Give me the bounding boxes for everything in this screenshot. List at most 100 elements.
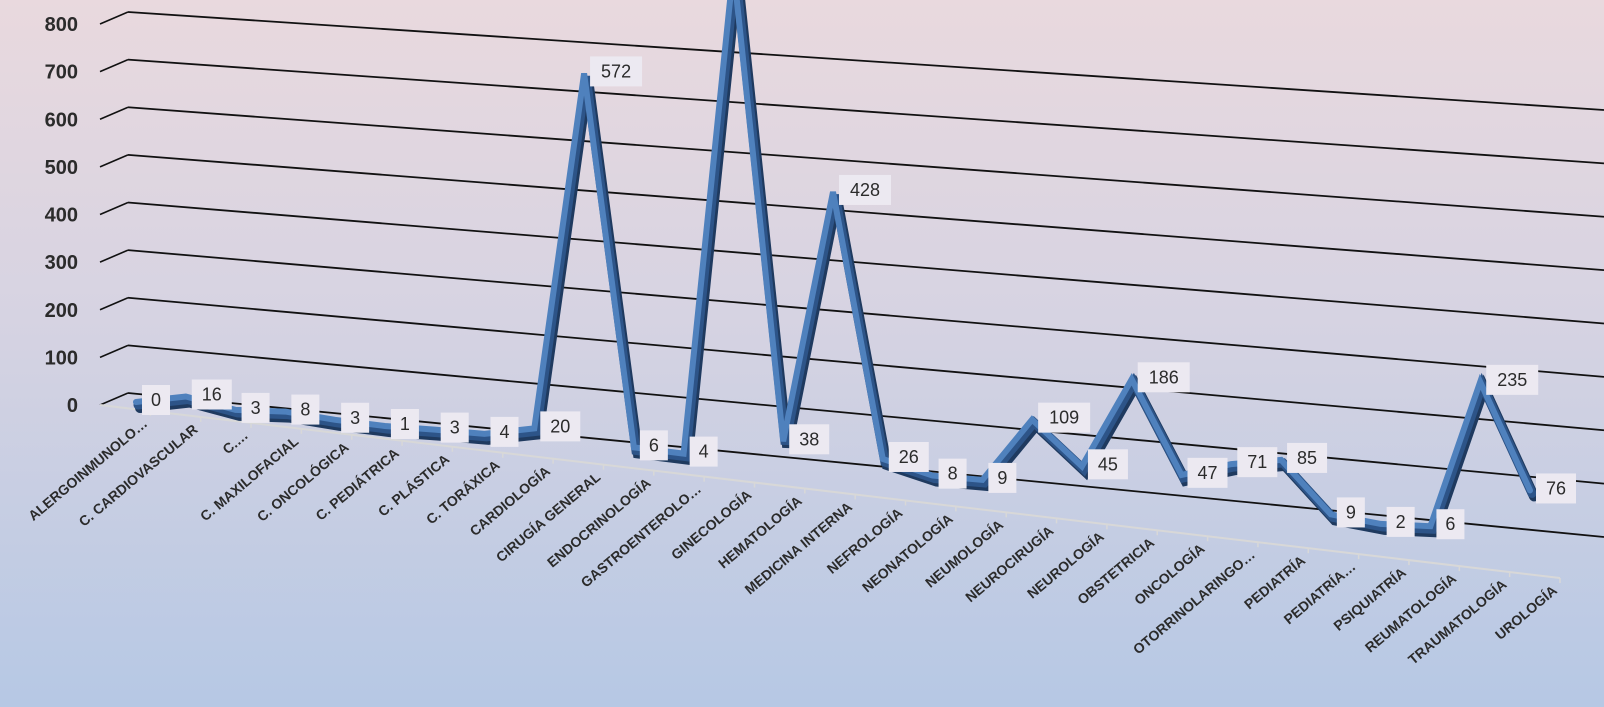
y-tick-label: 400 bbox=[45, 205, 78, 227]
data-label: 235 bbox=[1486, 365, 1538, 395]
data-point bbox=[434, 429, 435, 430]
data-point bbox=[534, 428, 535, 429]
y-tick-label: 0 bbox=[67, 395, 78, 417]
gridline-connector bbox=[100, 60, 128, 72]
data-point bbox=[932, 475, 933, 476]
data-label-text: 20 bbox=[550, 416, 570, 436]
data-label: 9 bbox=[988, 463, 1016, 493]
data-label: 71 bbox=[1237, 447, 1277, 477]
data-label-text: 26 bbox=[899, 447, 919, 467]
data-label: 3 bbox=[441, 413, 469, 443]
data-label-text: 4 bbox=[699, 442, 709, 462]
data-label-text: 71 bbox=[1247, 452, 1267, 472]
data-label-text: 45 bbox=[1098, 454, 1118, 474]
data-label-text: 572 bbox=[601, 61, 631, 81]
data-point bbox=[1181, 474, 1182, 475]
data-label-text: 0 bbox=[151, 390, 161, 410]
data-label-text: 8 bbox=[300, 400, 310, 420]
data-label: 47 bbox=[1188, 458, 1228, 488]
y-tick-label: 100 bbox=[45, 347, 78, 369]
data-label-text: 4 bbox=[499, 422, 509, 442]
data-label: 8 bbox=[291, 395, 319, 425]
x-tick-label: CIRUGÍA GENERAL bbox=[493, 468, 604, 565]
data-label: 3 bbox=[242, 393, 270, 423]
data-label: 109 bbox=[1038, 403, 1090, 433]
data-label: 2 bbox=[1387, 507, 1415, 537]
x-tick-label: MEDICINA INTERNA bbox=[742, 499, 856, 598]
data-point bbox=[982, 479, 983, 480]
data-label-text: 428 bbox=[850, 180, 880, 200]
data-point bbox=[484, 433, 485, 434]
data-label: 76 bbox=[1536, 473, 1576, 503]
data-point bbox=[136, 402, 137, 403]
gridline-connector bbox=[100, 155, 128, 167]
y-axis-ticks: 0 100 200 300 400 500 600 700 800 bbox=[45, 14, 78, 417]
data-label-text: 6 bbox=[649, 435, 659, 455]
y-tick-label: 800 bbox=[45, 14, 78, 36]
data-label-text: 85 bbox=[1297, 448, 1317, 468]
data-label-text: 3 bbox=[450, 418, 460, 438]
data-label: 26 bbox=[889, 442, 929, 472]
data-label-text: 109 bbox=[1049, 408, 1079, 428]
y-tick-label: 500 bbox=[45, 157, 78, 179]
gridline bbox=[128, 155, 1604, 270]
data-point bbox=[1281, 459, 1282, 460]
gridline-connector bbox=[100, 203, 128, 215]
data-point bbox=[882, 458, 883, 459]
data-point bbox=[633, 447, 634, 448]
y-tick-label: 700 bbox=[45, 62, 78, 84]
gridline-connector bbox=[100, 250, 128, 262]
data-label-text: 47 bbox=[1197, 463, 1217, 483]
data-label: 186 bbox=[1138, 362, 1190, 392]
x-tick-label: C. MAXILOFACIAL bbox=[197, 433, 302, 525]
gridline bbox=[128, 203, 1604, 324]
data-label-text: 186 bbox=[1149, 367, 1179, 387]
data-label: 38 bbox=[789, 424, 829, 454]
data-point bbox=[1480, 381, 1481, 382]
y-tick-label: 600 bbox=[45, 109, 78, 131]
data-label: 4 bbox=[690, 437, 718, 467]
gridline bbox=[128, 60, 1604, 164]
data-point bbox=[1032, 419, 1033, 420]
floor-front-edge bbox=[100, 405, 1560, 578]
data-point bbox=[1430, 526, 1431, 527]
gridline bbox=[128, 12, 1604, 110]
x-tick-label: C.… bbox=[219, 427, 251, 457]
data-label: 572 bbox=[590, 56, 642, 86]
x-tick-label: TRAUMATOLOGÍA bbox=[1405, 576, 1510, 667]
data-label-text: 8 bbox=[948, 464, 958, 484]
gridline-connector bbox=[100, 393, 128, 405]
data-label-text: 6 bbox=[1445, 514, 1455, 534]
data-point bbox=[1131, 379, 1132, 380]
data-label-text: 2 bbox=[1396, 512, 1406, 532]
data-point bbox=[783, 441, 784, 442]
data-point bbox=[683, 453, 684, 454]
gridline-connector bbox=[100, 12, 128, 24]
data-label-text: 235 bbox=[1497, 370, 1527, 390]
data-label: 0 bbox=[142, 385, 170, 415]
data-label: 3 bbox=[341, 403, 369, 433]
data-label-text: 3 bbox=[251, 398, 261, 418]
gridline-connector bbox=[100, 107, 128, 119]
data-point bbox=[285, 411, 286, 412]
data-label: 428 bbox=[839, 175, 891, 205]
data-label-text: 38 bbox=[799, 429, 819, 449]
data-point bbox=[1530, 490, 1531, 491]
data-label: 6 bbox=[640, 430, 668, 460]
data-point bbox=[1231, 464, 1232, 465]
data-label: 85 bbox=[1287, 443, 1327, 473]
x-tick-label: ENDOCRINOLOGÍA bbox=[544, 475, 654, 571]
data-label: 1 bbox=[391, 409, 419, 439]
data-point bbox=[235, 409, 236, 410]
data-label-text: 9 bbox=[1346, 502, 1356, 522]
data-label: 9 bbox=[1337, 497, 1365, 527]
data-label-text: 16 bbox=[202, 384, 222, 404]
data-label: 6 bbox=[1436, 509, 1464, 539]
gridline-connector bbox=[100, 345, 128, 357]
y-tick-label: 300 bbox=[45, 252, 78, 274]
data-point bbox=[185, 396, 186, 397]
y-tick-label: 200 bbox=[45, 300, 78, 322]
data-label: 4 bbox=[491, 417, 519, 447]
floor-edge bbox=[100, 405, 1560, 578]
